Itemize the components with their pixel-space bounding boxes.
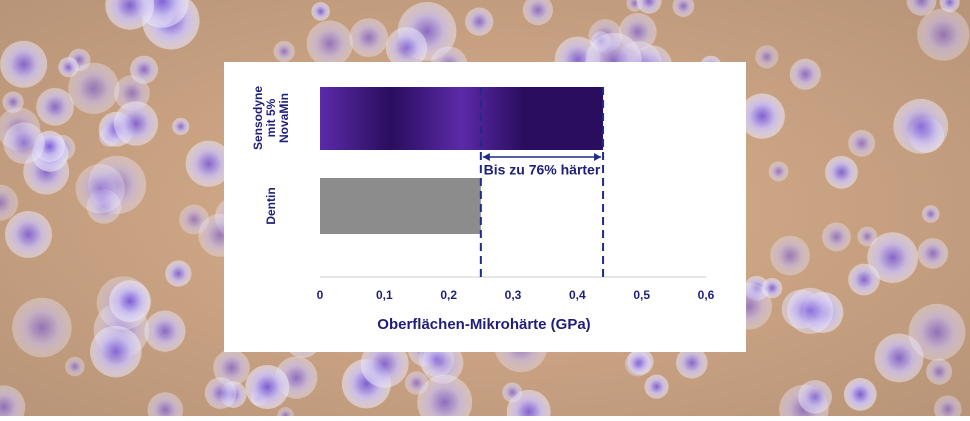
crystal — [90, 325, 142, 378]
annotation: Bis zu 76% härter — [484, 162, 601, 178]
label-line: mit 5% — [264, 98, 278, 137]
crystal — [213, 349, 250, 387]
crystal — [0, 40, 48, 88]
crystal — [644, 374, 669, 399]
crystal — [848, 263, 880, 296]
crystal — [625, 350, 651, 377]
crystal — [798, 379, 832, 414]
x-tick-label: 0,2 — [440, 288, 457, 302]
crystal — [822, 222, 851, 252]
crystal — [306, 20, 353, 67]
crystal — [465, 7, 494, 36]
x-tick-label: 0 — [317, 288, 324, 302]
crystal — [349, 18, 389, 58]
crystal — [273, 40, 295, 63]
crystal — [755, 45, 779, 69]
crystal — [857, 226, 878, 247]
crystal — [4, 210, 53, 259]
x-tick-label: 0,1 — [376, 288, 393, 302]
crystal — [75, 163, 125, 214]
crystal — [874, 333, 924, 383]
crystal — [404, 371, 429, 395]
crystal — [0, 184, 19, 221]
crystal — [848, 129, 876, 157]
crystal — [867, 232, 919, 283]
crystal — [672, 0, 695, 17]
crystal — [144, 310, 186, 352]
crystal — [58, 57, 79, 78]
crystal — [109, 280, 151, 323]
crystal — [926, 358, 953, 385]
crystal — [147, 392, 184, 421]
x-tick-label: 0,3 — [505, 288, 522, 302]
bar — [320, 87, 604, 150]
x-tick-label: 0,4 — [569, 288, 586, 302]
crystal — [739, 93, 785, 139]
crystal — [917, 8, 970, 61]
y-tick-label: Dentin — [264, 187, 278, 224]
bar — [320, 178, 481, 234]
label-line: Sensodyne — [251, 86, 265, 150]
crystal — [768, 161, 789, 182]
x-tick-label: 0,5 — [633, 288, 650, 302]
crystal — [129, 55, 159, 84]
crystal — [172, 117, 190, 136]
crystal — [636, 0, 662, 14]
crystal — [0, 385, 26, 421]
crystal — [417, 374, 473, 421]
crystal — [385, 27, 428, 69]
crystal — [522, 0, 554, 26]
crystal — [311, 2, 331, 21]
crystal — [843, 377, 877, 411]
crystal — [185, 140, 232, 187]
crystal — [933, 395, 962, 421]
crystal — [3, 122, 45, 164]
y-tick-label: Sensodynemit 5%NovaMin — [251, 86, 291, 150]
crystal — [921, 205, 940, 223]
crystal — [770, 235, 810, 276]
chart: 0 0,1 0,2 0,3 0,4 0,5 0,6 Oberflächen-Mikrohärt… — [251, 86, 714, 333]
crystal — [68, 62, 120, 114]
crystal — [12, 297, 72, 358]
label-line: NovaMin — [277, 93, 291, 143]
crystal — [908, 303, 966, 361]
crystal — [676, 346, 708, 379]
crystal — [893, 98, 949, 154]
label-line: Dentin — [264, 187, 278, 224]
crystal — [502, 382, 523, 403]
crystal — [824, 155, 858, 189]
crystal — [906, 0, 937, 16]
crystal — [36, 87, 74, 126]
crystal — [204, 377, 237, 409]
crystal — [65, 356, 85, 377]
crystal — [2, 91, 24, 113]
crystal — [105, 0, 155, 30]
x-axis-label: Oberflächen-Mikrohärte (GPa) — [377, 316, 590, 333]
crystal — [165, 260, 192, 287]
crystal — [917, 238, 949, 269]
crystal — [787, 287, 834, 334]
x-tick-label: 0,6 — [698, 288, 715, 302]
crystal — [245, 364, 290, 410]
crystal — [789, 58, 821, 90]
crystal — [113, 101, 159, 146]
